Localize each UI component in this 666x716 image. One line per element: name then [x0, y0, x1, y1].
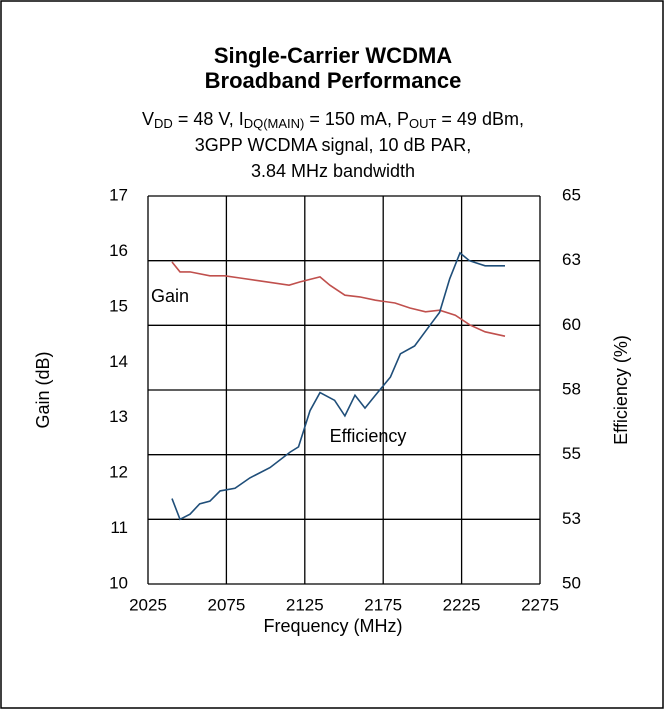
y2-tick-label: 58 — [562, 379, 581, 398]
subtitle-text: 3GPP WCDMA signal, 10 dB PAR, — [195, 135, 471, 155]
x-axis-label: Frequency (MHz) — [263, 616, 402, 636]
subscript: OUT — [409, 116, 437, 131]
y-tick-label: 15 — [109, 296, 128, 315]
x-tick-label: 2025 — [129, 595, 167, 614]
line-series — [171, 251, 505, 521]
x-tick-label: 2125 — [286, 595, 324, 614]
y-axis-label: Gain (dB) — [33, 351, 53, 428]
series-label: Efficiency — [330, 426, 407, 446]
y2-tick-label: 50 — [562, 573, 581, 592]
y2-tick-label: 60 — [562, 315, 581, 334]
y-tick-label: 11 — [110, 518, 128, 537]
x-tick-label: 2275 — [521, 595, 559, 614]
chart-title: Broadband Performance — [205, 68, 462, 93]
subtitle-text: V — [142, 109, 154, 129]
x-tick-label: 2175 — [364, 595, 402, 614]
subtitle-text: = 48 V, I — [173, 109, 244, 129]
chart-subtitle: 3GPP WCDMA signal, 10 dB PAR, — [195, 135, 471, 155]
subtitle-text: = 150 mA, P — [304, 109, 409, 129]
line-series — [171, 261, 506, 337]
y2-tick-label: 63 — [562, 250, 581, 269]
chart-title: Single-Carrier WCDMA — [214, 43, 452, 68]
series-label: Gain — [151, 286, 189, 306]
y-tick-label: 13 — [109, 407, 128, 426]
subscript: DD — [154, 116, 173, 131]
y2-tick-label: 65 — [562, 185, 581, 204]
y-tick-label: 12 — [109, 463, 128, 482]
chart-subtitle: 3.84 MHz bandwidth — [251, 161, 415, 181]
x-tick-label: 2225 — [443, 595, 481, 614]
y-tick-label: 16 — [109, 241, 128, 260]
y-tick-label: 14 — [109, 352, 128, 371]
y-tick-label: 10 — [109, 573, 128, 592]
y-tick-label: 17 — [109, 185, 128, 204]
x-tick-label: 2075 — [207, 595, 245, 614]
chart-subtitle: VDD = 48 V, IDQ(MAIN) = 150 mA, POUT = 4… — [142, 109, 524, 132]
subscript: DQ(MAIN) — [244, 116, 305, 131]
subtitle-text: = 49 dBm, — [436, 109, 524, 129]
subtitle-text: 3.84 MHz bandwidth — [251, 161, 415, 181]
y2-tick-label: 55 — [562, 444, 581, 463]
y2-axis-label: Efficiency (%) — [611, 335, 631, 445]
y2-tick-label: 53 — [562, 509, 581, 528]
